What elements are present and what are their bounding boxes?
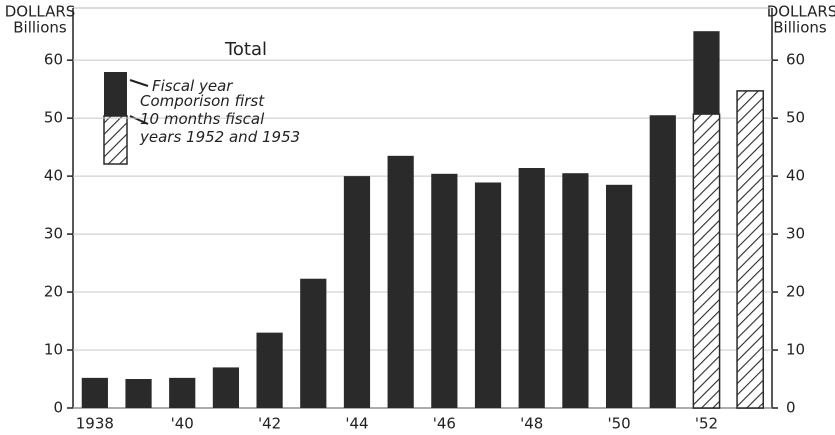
legend-swatch: [103, 115, 128, 165]
bar: [343, 176, 371, 408]
y-label: Billions: [13, 19, 67, 37]
legend-pointer: [129, 115, 149, 125]
legend-pointer: [129, 79, 149, 87]
bar: [431, 173, 458, 408]
y2-tick-label: 30: [786, 225, 805, 243]
y2-tick-label: 40: [786, 167, 805, 185]
x-tick-label: '50: [607, 415, 630, 433]
y-label: DOLLARS: [5, 3, 76, 21]
x-tick-label: '52: [695, 415, 718, 433]
x-tick-label: '44: [345, 415, 368, 433]
bar: [81, 377, 108, 408]
legend-label: Comporison first 10 months fiscal years …: [140, 92, 301, 146]
y2-label: DOLLARS: [767, 3, 835, 21]
y-tick-label: 40: [44, 167, 63, 185]
x-tick-label: '40: [171, 415, 194, 433]
bar: [605, 184, 633, 408]
x-tick-label: '48: [520, 415, 543, 433]
y-tick-label: 60: [44, 51, 63, 69]
y2-tick-label: 20: [786, 283, 805, 301]
x-tick-label: '42: [258, 415, 281, 433]
bar: [474, 182, 502, 408]
chart-title: Total: [224, 39, 267, 60]
y-tick-label: 20: [44, 283, 63, 301]
y2-tick-label: 60: [786, 51, 805, 69]
y-tick-label: 10: [44, 341, 63, 359]
legend-label: Fiscal year: [152, 77, 233, 95]
y2-tick-label: 10: [786, 341, 805, 359]
x-tick-label: 1938: [76, 415, 114, 433]
bar: [736, 90, 765, 409]
bar: [387, 155, 414, 408]
bar: [125, 379, 152, 408]
y-tick-label: 0: [53, 399, 63, 417]
y-tick-label: 50: [44, 109, 63, 127]
bar: [256, 332, 283, 408]
bar: [649, 115, 676, 409]
bar: [300, 278, 327, 408]
bar: [562, 173, 589, 408]
bar: [518, 168, 545, 408]
y2-label: Billions: [773, 19, 827, 37]
legend-swatch: [104, 72, 127, 116]
y-tick-label: 30: [44, 225, 63, 243]
bar: [692, 113, 721, 409]
bar: [212, 367, 240, 408]
y2-tick-label: 50: [786, 109, 805, 127]
x-tick-label: '46: [433, 415, 456, 433]
y2-tick-label: 0: [786, 399, 796, 417]
bar: [169, 377, 196, 408]
